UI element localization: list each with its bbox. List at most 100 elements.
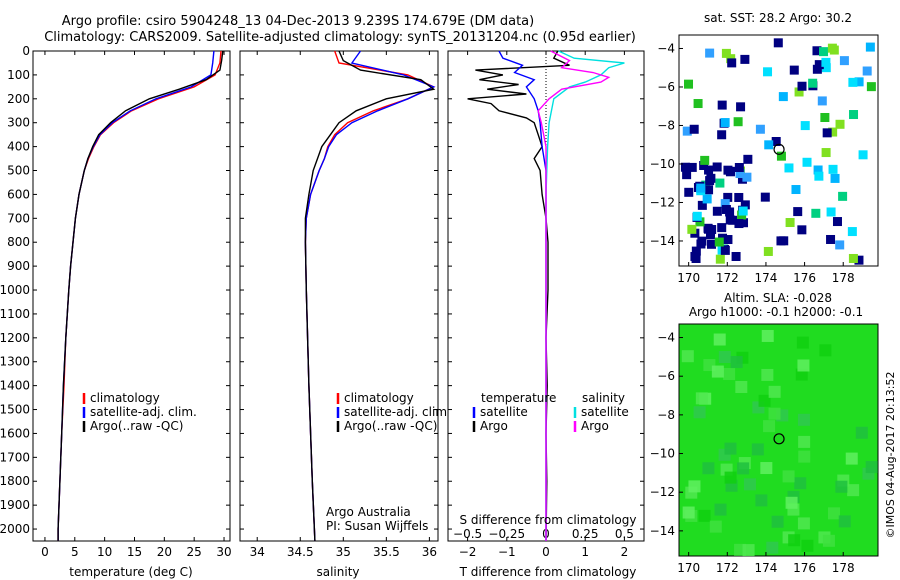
sst-cell: [697, 200, 707, 210]
sst-cell: [791, 185, 801, 195]
map-y-tick-label: −8: [657, 118, 675, 132]
sst-cell: [820, 112, 830, 122]
x-tick-label: 30: [216, 545, 231, 559]
sst-cell: [725, 215, 735, 225]
sst-cell: [763, 67, 773, 77]
sst-cell: [764, 140, 774, 150]
sst-cell: [684, 79, 694, 89]
sst-cell: [838, 191, 848, 201]
map-y-tick-label: −8: [657, 408, 675, 422]
sst-cell: [704, 185, 714, 195]
sla-cell: [771, 515, 784, 528]
legend-title: salinity: [582, 391, 625, 405]
y-tick-label: 900: [7, 259, 30, 273]
sst-cell: [680, 162, 690, 172]
y-tick-label: 1300: [0, 355, 30, 369]
temperature-panel: 0 5 10 15 20 25 300100200300400500600700800900…: [0, 44, 232, 579]
sst-cell: [817, 96, 827, 106]
sla-cell: [737, 462, 750, 475]
y-tick-label: 800: [7, 235, 30, 249]
sla-cell: [698, 509, 711, 522]
sst-cell: [712, 206, 722, 216]
map-title: sat. SST: 28.2 Argo: 30.2: [704, 11, 852, 25]
plot-frame: [32, 50, 231, 542]
sla-cell: [787, 503, 800, 516]
sst-cell: [723, 235, 733, 245]
sst-cell: [696, 239, 706, 249]
sst-cell: [734, 162, 744, 172]
sla-cell: [801, 539, 814, 552]
sst-cell: [822, 128, 832, 138]
sst-cell: [847, 227, 857, 237]
sst-cell: [717, 223, 727, 233]
sla-cell: [838, 515, 851, 528]
sst-cell: [720, 245, 730, 255]
sla-cell: [828, 507, 841, 520]
legend-label: Argo(..raw -QC): [344, 419, 437, 433]
x-tick-label: 0: [41, 545, 49, 559]
sla-cell: [760, 462, 773, 475]
x-tick-label: 36: [422, 545, 437, 559]
x-tick-label-salinity: −0.5: [453, 527, 482, 541]
x-tick-label: 25: [187, 545, 202, 559]
sst-cell: [821, 57, 831, 67]
y-tick-label: 300: [7, 116, 30, 130]
annotation-line: PI: Susan Wijffels: [326, 519, 428, 533]
sst-cell: [707, 225, 717, 235]
sst-cell: [684, 187, 694, 197]
sst-cell: [828, 164, 838, 174]
sla-cell: [682, 506, 695, 519]
sst-cell: [720, 199, 730, 209]
x-tick-label-salinity: −0.25: [488, 527, 525, 541]
sst-cell: [736, 102, 746, 112]
map-x-tick-label: 178: [832, 561, 855, 575]
sst-cell: [849, 110, 859, 120]
y-tick-label: 1000: [0, 283, 30, 297]
sst-cell: [727, 58, 737, 68]
difference-panel: −2 −1 0 1 2−0.5 −0.25 0 0.25 0.5S difference fro…: [447, 50, 645, 579]
sla-cell: [723, 368, 736, 381]
sla-cell: [695, 392, 708, 405]
sst-cell: [794, 87, 804, 97]
map-x-tick-label: 170: [677, 561, 700, 575]
sst-cell: [828, 127, 838, 137]
sst-cell: [819, 47, 829, 57]
y-tick-label: 500: [7, 164, 30, 178]
sla-cell: [730, 356, 743, 369]
x-tick-label: 5: [71, 545, 79, 559]
map-y-tick-label: −14: [650, 234, 675, 248]
sla-cell: [865, 461, 878, 474]
sst-cell: [715, 178, 725, 188]
sla-cell: [766, 541, 779, 554]
sst-cell: [717, 130, 727, 140]
sla-cell: [797, 413, 810, 426]
sst-cell: [773, 38, 783, 48]
map-y-tick-label: −10: [650, 157, 675, 171]
sst-cell: [721, 48, 731, 58]
legend-label: satellite-adj. clim.: [344, 405, 451, 419]
sst-cell: [811, 208, 821, 218]
sla-cell: [743, 478, 756, 491]
sst-cell: [835, 240, 845, 250]
sla-cell: [681, 350, 694, 363]
sst-cell: [784, 163, 794, 173]
sst-cell: [776, 236, 786, 246]
sst-map-panel: sat. SST: 28.2 Argo: 30.2 170 172 174 176 178…: [650, 11, 879, 285]
sst-cell: [687, 162, 697, 172]
legend-label: Argo: [581, 419, 609, 433]
sla-cell: [797, 517, 810, 530]
sst-cell: [687, 224, 697, 234]
sst-cell: [802, 157, 812, 167]
sst-cell: [717, 100, 727, 110]
map-x-tick-label: 172: [716, 561, 739, 575]
sst-cell: [826, 207, 836, 217]
sla-cell: [763, 420, 776, 433]
x-tick-label: 1: [581, 545, 589, 559]
map-title: Altim. SLA: -0.028: [724, 291, 832, 305]
map-y-tick-label: −4: [657, 41, 675, 55]
sst-cell: [712, 162, 722, 172]
sst-cell: [814, 171, 824, 181]
sla-cell: [795, 368, 808, 381]
sst-cell: [808, 78, 818, 88]
